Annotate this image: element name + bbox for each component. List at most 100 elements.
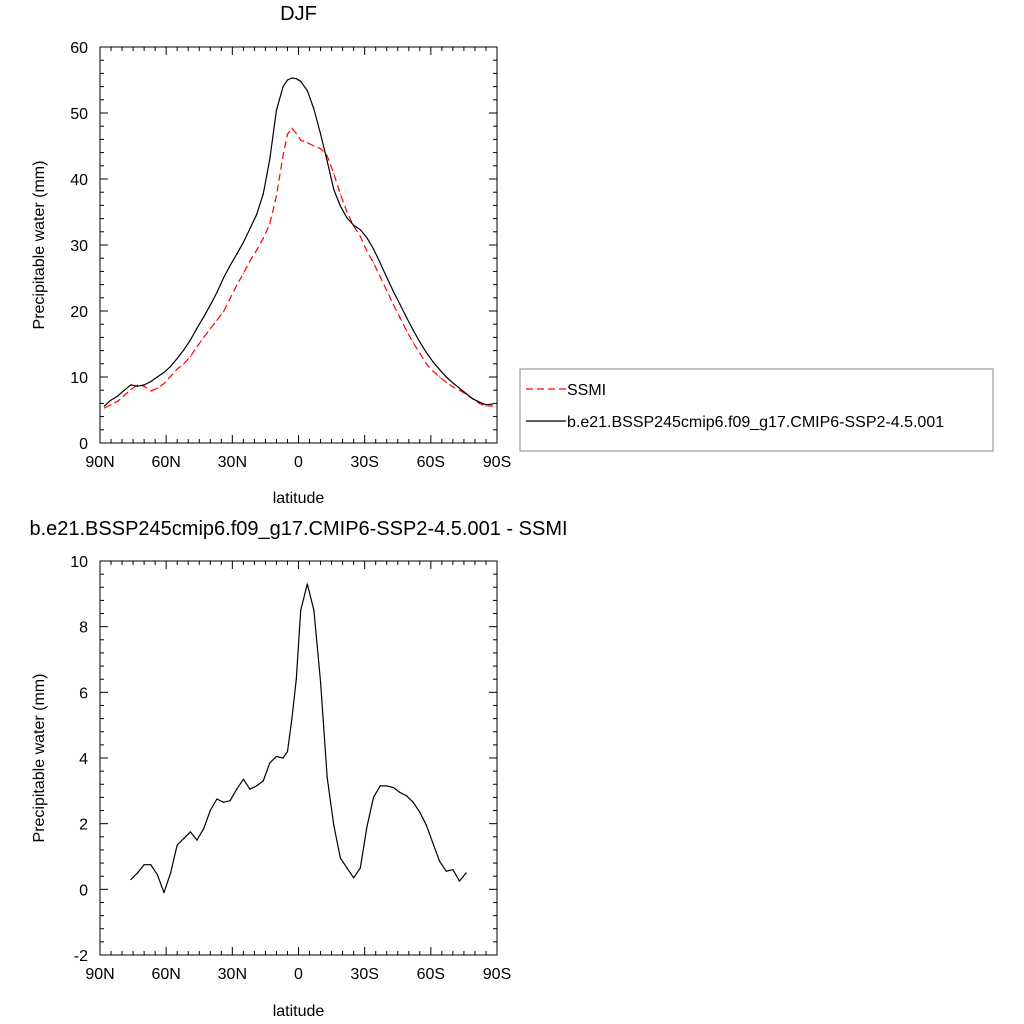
data-point (313, 108, 315, 110)
x-tick-label: 60N (151, 454, 180, 471)
data-point (295, 78, 297, 80)
data-point (346, 867, 348, 869)
data-point (485, 404, 487, 406)
data-point (229, 297, 231, 300)
data-point (150, 864, 152, 866)
data-point (359, 229, 361, 231)
x-tick-label: 90S (483, 454, 511, 471)
data-point (339, 193, 342, 195)
data-point (222, 801, 225, 803)
data-point (412, 801, 414, 803)
data-point (425, 351, 428, 354)
data-point (295, 132, 297, 135)
data-point (209, 809, 211, 812)
data-point (405, 795, 408, 797)
data-point (379, 276, 381, 278)
data-point (295, 678, 297, 680)
data-point (183, 349, 185, 351)
data-point (130, 388, 132, 391)
x-tick-label: 30N (218, 966, 247, 983)
data-point (255, 785, 258, 787)
data-point (425, 363, 428, 365)
data-point (222, 311, 225, 313)
series-0 (130, 583, 467, 894)
data-point (196, 327, 198, 329)
data-point (203, 827, 205, 830)
data-point (346, 217, 348, 219)
y-tick-label: 30 (70, 238, 88, 255)
data-point (163, 371, 165, 373)
data-point (419, 341, 421, 343)
legend-label: b.e21.BSSP245cmip6.f09_g17.CMIP6-SSP2-4.… (567, 414, 944, 431)
y-tick-label: 40 (70, 172, 88, 189)
data-point (445, 870, 447, 872)
data-point (143, 385, 145, 387)
data-point (379, 262, 381, 264)
legend: SSMI b.e21.BSSP245cmip6.f09_g17.CMIP6-SSP… (519, 368, 994, 452)
y-tick-label: 10 (70, 554, 88, 571)
data-point (346, 211, 348, 213)
data-point (282, 86, 284, 88)
data-point (255, 214, 258, 216)
data-point (269, 158, 271, 160)
data-point (359, 867, 361, 869)
data-point (359, 235, 361, 238)
data-point (110, 399, 112, 401)
chart-difference: b.e21.BSSP245cmip6.f09_g17.CMIP6-SSP2-4.… (29, 518, 567, 1020)
data-point (275, 195, 278, 197)
x-tick-label: 90N (85, 454, 114, 471)
data-point (123, 389, 125, 391)
data-point (366, 826, 368, 828)
x-tick-label: 60N (151, 966, 180, 983)
data-point (432, 842, 434, 844)
data-point (366, 250, 368, 252)
data-point (445, 381, 447, 383)
data-point (485, 405, 487, 407)
data-point (169, 375, 172, 377)
data-point (130, 384, 132, 386)
data-point (282, 154, 284, 156)
data-point (183, 363, 185, 365)
data-point (386, 276, 388, 278)
data-point (143, 864, 145, 866)
data-point (405, 317, 408, 319)
data-point (103, 405, 106, 407)
data-point (386, 785, 388, 787)
chart-djf: DJF 90N 60N 30N 0 30S 60S 90S 0 10 20 30 40 50 60 latit… (31, 3, 511, 507)
data-point (242, 241, 244, 243)
data-point (372, 262, 375, 264)
data-point (472, 398, 474, 400)
data-point (392, 303, 394, 305)
data-point (189, 339, 192, 341)
x-tick-label: 0 (294, 454, 303, 471)
data-point (229, 264, 231, 267)
data-point (319, 148, 322, 150)
data-point (196, 346, 198, 348)
y-tick-label: 20 (70, 304, 88, 321)
data-point (236, 788, 238, 790)
data-point (169, 872, 172, 874)
data-point (465, 392, 467, 395)
data-point (291, 127, 293, 129)
data-point (491, 405, 494, 407)
data-point (366, 237, 368, 239)
data-point (110, 404, 112, 406)
x-tick-label: 0 (294, 966, 303, 983)
data-point (282, 757, 284, 759)
data-point (150, 390, 152, 392)
data-point (117, 400, 119, 403)
data-point (412, 329, 414, 331)
y-tick-label: 0 (79, 882, 88, 899)
y-tick-label: 4 (79, 751, 88, 768)
y-tick-label: 2 (79, 817, 88, 834)
data-point (291, 718, 293, 720)
data-point (432, 370, 434, 372)
data-point (379, 785, 381, 787)
data-point (249, 227, 251, 230)
data-point (123, 394, 125, 397)
data-point (163, 383, 165, 385)
data-point (176, 357, 178, 360)
data-point (136, 872, 139, 874)
data-point (313, 609, 315, 611)
